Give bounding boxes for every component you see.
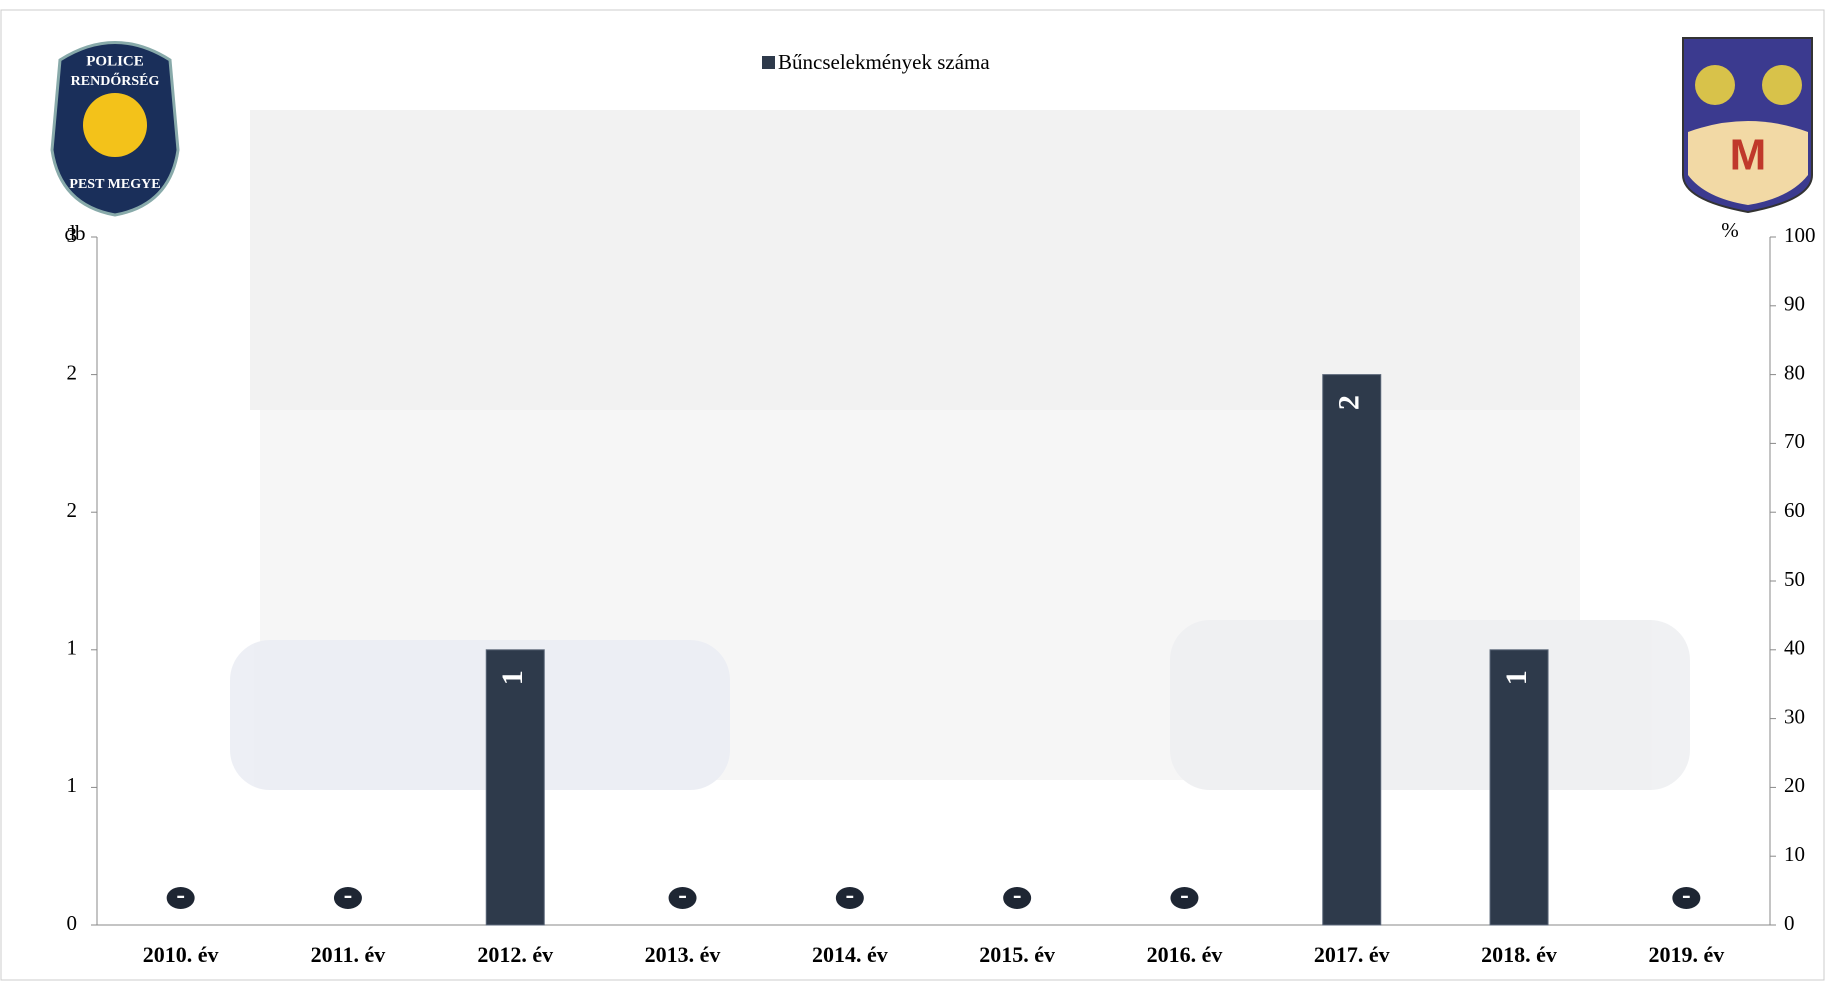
legend-swatch <box>762 56 775 69</box>
logo-text: POLICE <box>86 53 144 69</box>
zero-label-bg <box>835 887 864 909</box>
zero-label-bg <box>1672 887 1701 909</box>
y2-tick-label: 80 <box>1784 360 1805 384</box>
zero-label-bg <box>333 887 362 909</box>
x-tick-label: 2016. év <box>1147 942 1223 967</box>
x-tick-label: 2015. év <box>979 942 1055 967</box>
x-tick-label: 2019. év <box>1648 942 1724 967</box>
data-label: - <box>678 880 687 909</box>
y-tick-label: 3 <box>67 223 78 247</box>
y2-tick-label: 60 <box>1784 498 1805 522</box>
y2-axis-label: % <box>1721 218 1739 242</box>
frame <box>0 9 1825 981</box>
x-tick-label: 2010. év <box>143 942 219 967</box>
bar <box>485 649 545 926</box>
zero-label-bg <box>668 887 697 909</box>
y-tick-label: 1 <box>67 773 78 797</box>
bar <box>1322 374 1382 926</box>
x-tick-label: 2018. év <box>1481 942 1557 967</box>
data-label: - <box>1013 880 1022 909</box>
y2-tick-label: 40 <box>1784 636 1805 660</box>
data-label: 2 <box>1333 395 1366 410</box>
y2-tick-label: 50 <box>1784 567 1805 591</box>
data-label: - <box>846 880 855 909</box>
y-tick-label: 2 <box>67 360 78 384</box>
y-tick-label: 1 <box>67 636 78 660</box>
data-label: - <box>1180 880 1189 909</box>
background-photo <box>230 110 1690 790</box>
data-label: 1 <box>496 670 529 685</box>
y2-tick-label: 90 <box>1784 292 1805 316</box>
zero-label-bg <box>1170 887 1199 909</box>
x-tick-label: 2011. év <box>311 942 386 967</box>
x-tick-label: 2013. év <box>645 942 721 967</box>
data-label: - <box>344 880 353 909</box>
police-logo: POLICE RENDŐRSÉG PEST MEGYE <box>50 41 180 217</box>
x-tick-label: 2017. év <box>1314 942 1390 967</box>
zero-label-bg <box>166 887 195 909</box>
data-label: 1 <box>1500 670 1533 685</box>
y-tick-label: 0 <box>67 911 78 935</box>
bar <box>1489 649 1549 926</box>
x-tick-label: 2012. év <box>477 942 553 967</box>
y2-tick-label: 0 <box>1784 911 1795 935</box>
logo-text: RENDŐRSÉG <box>71 72 160 89</box>
y-tick-label: 2 <box>67 498 78 522</box>
y2-tick-label: 10 <box>1784 842 1805 866</box>
y2-tick-label: 70 <box>1784 429 1805 453</box>
y2-tick-label: 20 <box>1784 773 1805 797</box>
logo-text: PEST MEGYE <box>69 177 160 192</box>
data-label: - <box>176 880 185 909</box>
x-tick-label: 2014. év <box>812 942 888 967</box>
y2-tick-label: 30 <box>1784 704 1805 728</box>
zero-label-bg <box>1003 887 1032 909</box>
legend-label: Bűncselekmények száma <box>778 50 990 74</box>
y2-tick-label: 100 <box>1784 223 1816 247</box>
y-axis-label: db <box>65 221 86 245</box>
data-label: - <box>1682 880 1691 909</box>
crest-text: M <box>1730 131 1767 180</box>
crest-logo: M <box>1682 37 1813 214</box>
